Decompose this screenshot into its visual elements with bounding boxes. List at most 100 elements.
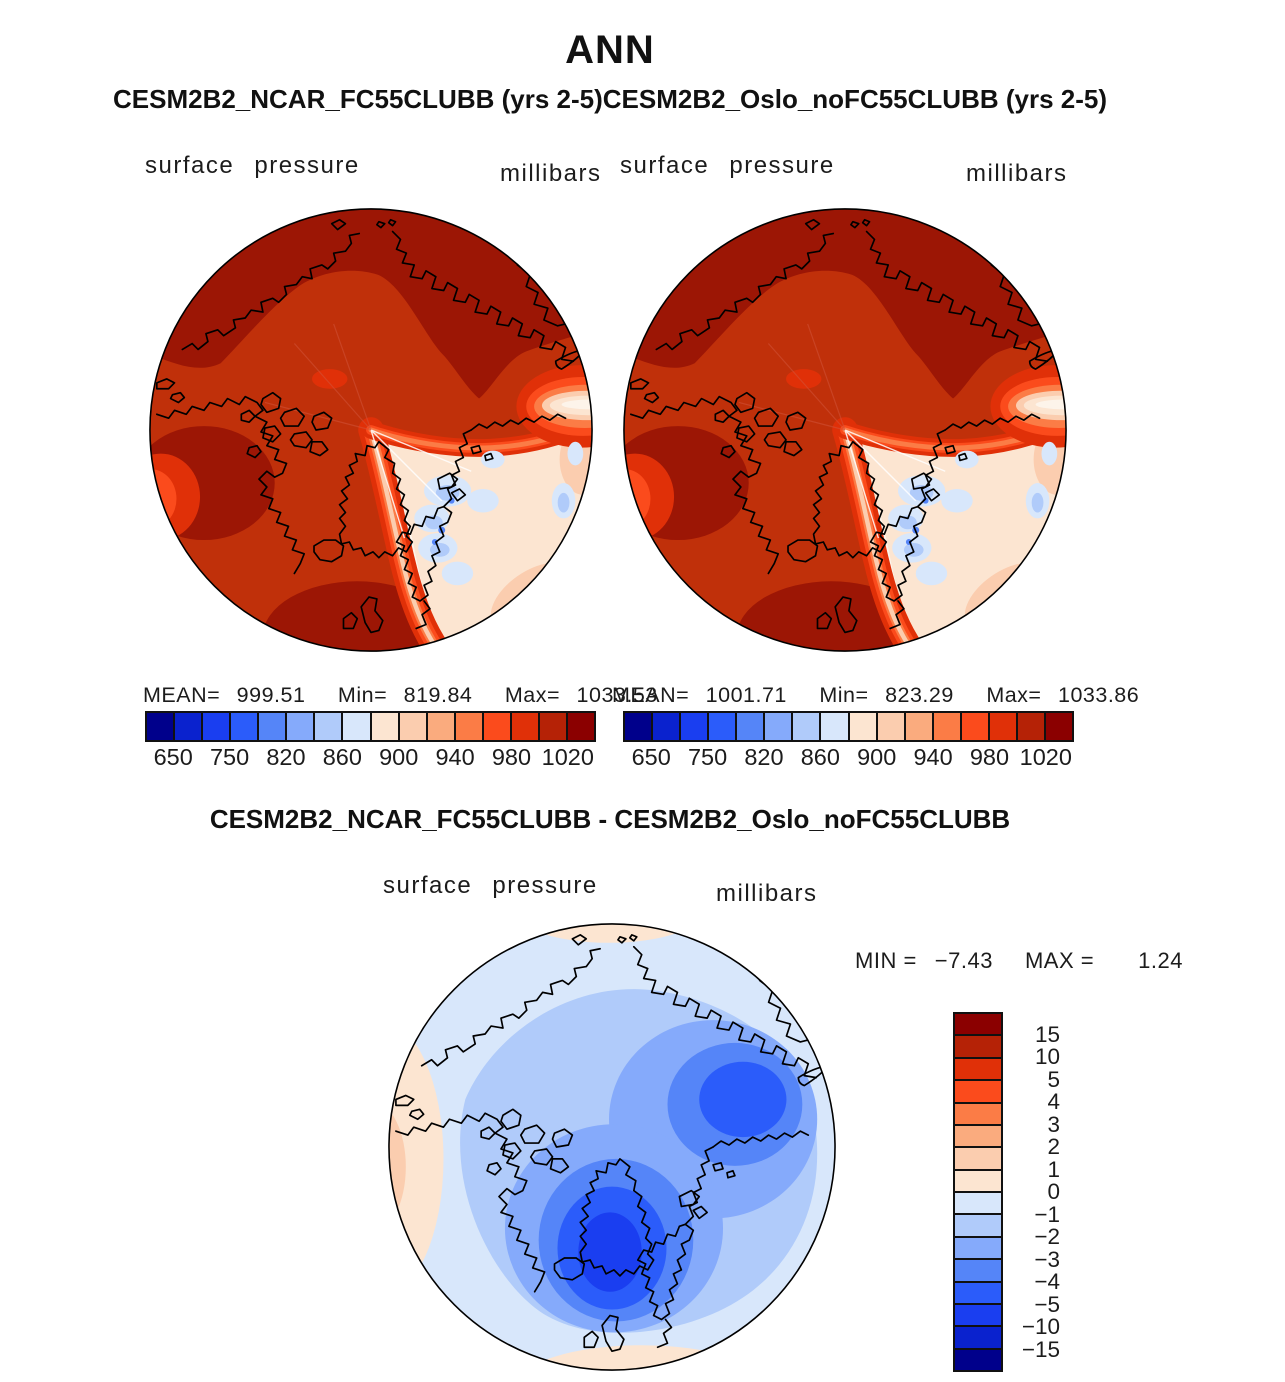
right-units-label: millibars [966, 160, 1068, 187]
max-value: 1033.86 [1057, 683, 1140, 707]
difference-map [386, 921, 838, 1373]
colorbar-tick-label: 900 [379, 744, 419, 770]
colorbar-cell [1015, 713, 1044, 740]
colorbar-cell [763, 713, 792, 740]
colorbar-cell [509, 713, 538, 740]
max-label: Max= [986, 683, 1042, 707]
diff-min-label: MIN = [855, 948, 917, 973]
colorbar-tick-label: −5 [1034, 1291, 1060, 1317]
min-label: Min= [337, 683, 388, 707]
mean-label: MEAN= [143, 683, 221, 707]
colorbar-cell [537, 713, 566, 740]
diff-units-label: millibars [716, 880, 818, 907]
colorbar-cell [955, 1213, 1001, 1236]
colorbar-tick-label: 1020 [1019, 744, 1072, 770]
colorbar-cell [955, 1101, 1001, 1124]
colorbar-cell [903, 713, 932, 740]
colorbar-cell [955, 1123, 1001, 1147]
colorbar-cell [173, 713, 202, 740]
colorbar-tick-label: 650 [631, 744, 671, 770]
difference-title: CESM2B2_NCAR_FC55CLUBB - CESM2B2_Oslo_no… [209, 804, 1011, 834]
diff-min-value: −7.43 [934, 948, 993, 973]
colorbar-cell [257, 713, 286, 740]
colorbar-tick-label: 3 [1047, 1111, 1060, 1137]
colorbar-tick-label: 940 [913, 744, 953, 770]
colorbar-tick-label: 900 [857, 744, 897, 770]
colorbar-tick-label: 0 [1047, 1179, 1060, 1204]
page-title: ANN [565, 28, 655, 72]
colorbar-tick-label: 750 [209, 744, 250, 770]
colorbar-cell [147, 713, 174, 740]
left-field-label: surface pressure [145, 152, 360, 179]
colorbar-tick-label: 2 [1047, 1134, 1060, 1159]
right-pressure-colorbar [623, 711, 1074, 742]
left-stats-row: MEAN= 999.51 Min= 819.84 Max= 1033.53 [143, 683, 658, 708]
colorbar-cell [369, 713, 398, 740]
colorbar-cell [313, 713, 342, 740]
mean-value: 999.51 [236, 683, 306, 707]
colorbar-cell [955, 1056, 1001, 1080]
colorbar-tick-label: −3 [1034, 1246, 1060, 1272]
min-label: Min= [819, 683, 869, 707]
colorbar-tick-label: −4 [1034, 1269, 1060, 1294]
colorbar-cell [955, 1258, 1001, 1281]
diff-minmax-row: MIN = −7.43 MAX = 1.24 [855, 948, 1183, 974]
colorbar-cell [397, 713, 426, 740]
colorbar-tick-label: 1020 [541, 744, 594, 770]
colorbar-cell [679, 713, 708, 740]
right-stats-row: MEAN= 1001.71 Min= 823.29 Max= 1033.86 [612, 683, 1139, 708]
colorbar-tick-label: 940 [435, 744, 475, 770]
difference-colorbar-ticks: 15 10 5 4 3 2 1 0 −1 −2 −3 −4 −5 −10 −15 [1008, 1012, 1060, 1372]
colorbar-tick-label: −15 [1021, 1336, 1060, 1362]
colorbar-cell [931, 713, 960, 740]
colorbar-cell [341, 713, 370, 740]
colorbar-tick-label: 820 [744, 744, 784, 770]
colorbar-cell [959, 713, 988, 740]
colorbar-tick-label: 860 [800, 744, 840, 770]
colorbar-cell [735, 713, 764, 740]
max-value: 1033.53 [576, 683, 658, 707]
case-names-subtitle: CESM2B2_NCAR_FC55CLUBB (yrs 2-5)CESM2B2_… [112, 84, 1108, 114]
max-label: Max= [504, 683, 561, 707]
colorbar-tick-label: 1 [1047, 1156, 1060, 1182]
colorbar-cell [955, 1034, 1001, 1057]
colorbar-tick-label: 980 [491, 744, 532, 770]
colorbar-cell [707, 713, 736, 740]
colorbar-cell [955, 1079, 1001, 1102]
colorbar-cell [955, 1235, 1001, 1259]
colorbar-cell [453, 713, 482, 740]
colorbar-cell [425, 713, 454, 740]
right-field-label: surface pressure [620, 152, 835, 179]
colorbar-cell [481, 713, 510, 740]
mean-label: MEAN= [612, 683, 690, 707]
colorbar-cell [285, 713, 314, 740]
colorbar-tick-label: 15 [1034, 1021, 1060, 1047]
colorbar-cell [955, 1302, 1001, 1326]
colorbar-cell [875, 713, 904, 740]
colorbar-cell [955, 1191, 1001, 1214]
colorbar-cell [791, 713, 820, 740]
colorbar-tick-label: 10 [1034, 1044, 1060, 1069]
colorbar-tick-label: 820 [266, 744, 306, 770]
mean-value: 1001.71 [705, 683, 787, 707]
colorbar-cell [201, 713, 230, 740]
colorbar-tick-label: −2 [1034, 1224, 1060, 1249]
colorbar-tick-label: 750 [687, 744, 728, 770]
diff-max-label: MAX = [1024, 948, 1095, 973]
colorbar-cell [625, 713, 652, 740]
diff-max-value: 1.24 [1138, 948, 1183, 973]
colorbar-cell [955, 1168, 1001, 1191]
difference-colorbar [953, 1012, 1003, 1372]
colorbar-cell [955, 1014, 1001, 1035]
colorbar-tick-label: 650 [153, 744, 193, 770]
colorbar-tick-label: −1 [1034, 1201, 1060, 1227]
min-value: 823.29 [885, 683, 954, 707]
min-value: 819.84 [403, 683, 473, 707]
colorbar-tick-label: 980 [969, 744, 1010, 770]
left-pressure-colorbar [145, 711, 596, 742]
colorbar-cell [651, 713, 680, 740]
colorbar-cell [847, 713, 876, 740]
colorbar-cell [987, 713, 1016, 740]
left-pressure-colorbar-ticks: 650 750 820 860 900 940 980 1020 [145, 744, 596, 772]
